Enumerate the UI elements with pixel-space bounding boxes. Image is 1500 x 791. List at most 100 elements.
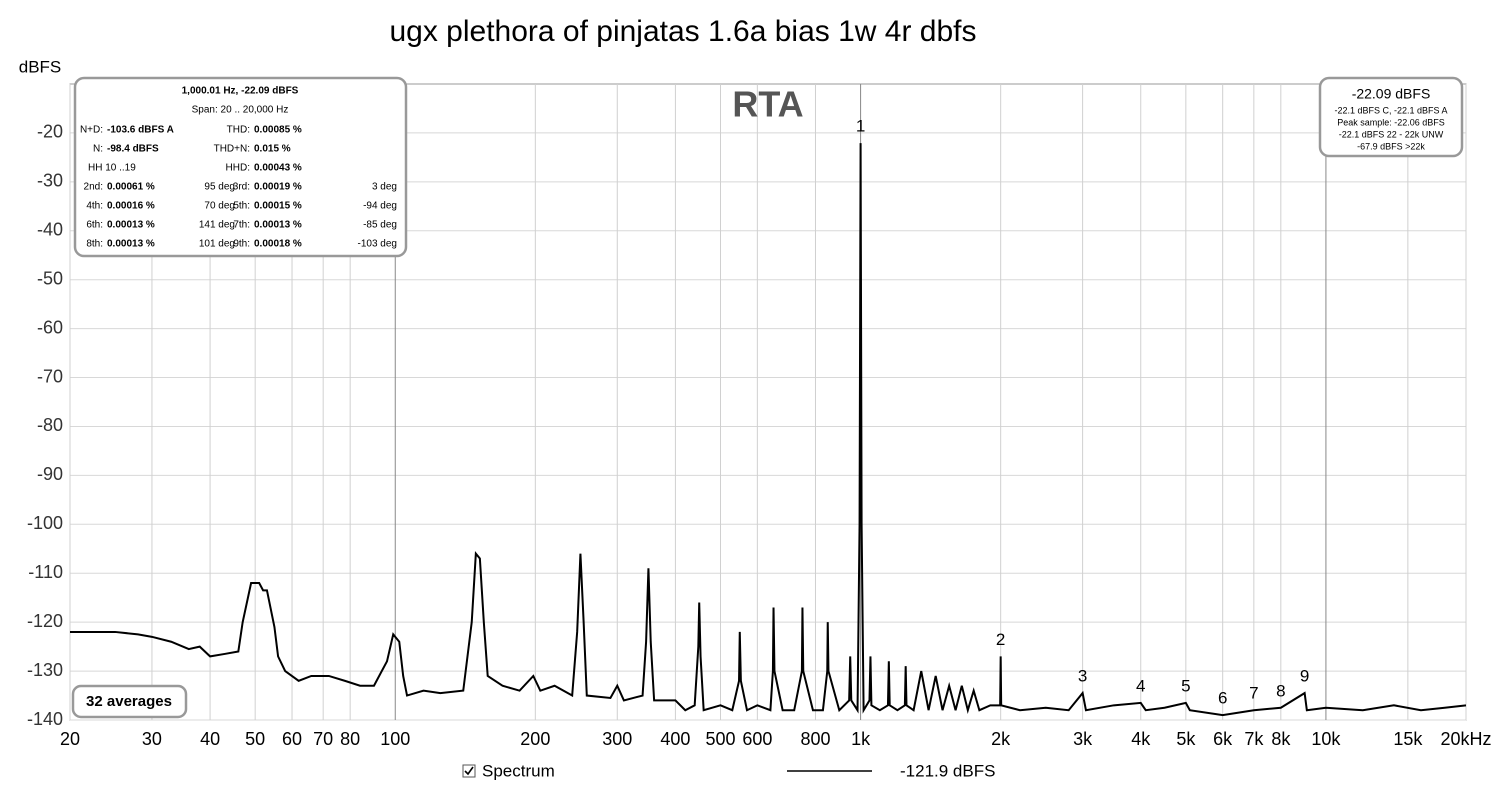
x-tick-label: 50 [245, 729, 265, 749]
info-header: Span: 20 .. 20,000 Hz [192, 105, 289, 116]
x-tick-label: 40 [200, 729, 220, 749]
info-cell: 0.00013 % [254, 220, 302, 231]
x-tick-label: 200 [520, 729, 550, 749]
level-line: -67.9 dBFS >22k [1357, 141, 1425, 151]
x-tick-label: 2k [991, 729, 1011, 749]
info-cell: 5th: [233, 201, 250, 212]
info-cell: 0.00061 % [107, 182, 155, 193]
info-cell: 0.00013 % [107, 220, 155, 231]
harmonic-label: 6 [1218, 689, 1227, 708]
averages: 32 averages [86, 693, 172, 710]
y-tick-label: -40 [37, 220, 63, 240]
x-tick-label: 5k [1176, 729, 1196, 749]
x-tick-label: 500 [705, 729, 735, 749]
x-tick-label: 600 [742, 729, 772, 749]
y-tick-label: -80 [37, 415, 63, 435]
harmonic-label: 4 [1136, 676, 1145, 695]
x-tick-label: 15k [1393, 729, 1423, 749]
info-cell: 70 deg [204, 201, 235, 212]
harmonic-label: 9 [1300, 667, 1309, 686]
info-cell: 0.00016 % [107, 201, 155, 212]
info-cell: -94 deg [363, 201, 397, 212]
info-header: 1,000.01 Hz, -22.09 dBFS [182, 86, 299, 97]
x-tick-label: 10k [1311, 729, 1341, 749]
x-tick-label: 8k [1271, 729, 1291, 749]
y-tick-label: -120 [27, 611, 63, 631]
x-tick-label: 70 [313, 729, 333, 749]
info-cell: 0.015 % [254, 144, 291, 155]
checkmark [464, 766, 474, 776]
info-cell: 6th: [86, 220, 103, 231]
info-cell: 3rd: [233, 182, 250, 193]
y-tick-label: -60 [37, 317, 63, 337]
checkbox[interactable] [462, 764, 476, 778]
x-tick-label: 6k [1213, 729, 1233, 749]
x-tick-label: 7k [1244, 729, 1264, 749]
info-cell: 0.00019 % [254, 182, 302, 193]
info-cell: 0.00013 % [107, 239, 155, 250]
x-tick-label: 300 [602, 729, 632, 749]
y-tick-label: -130 [27, 660, 63, 680]
legend-label: Spectrum [482, 761, 555, 780]
x-tick-label: 3k [1073, 729, 1093, 749]
info-cell: 0.00043 % [254, 163, 302, 174]
harmonic-label: 8 [1276, 681, 1285, 700]
info-cell: THD: [227, 125, 250, 136]
info-cell: THD+N: [214, 144, 250, 155]
x-tick-label: 800 [800, 729, 830, 749]
harmonic-label: 5 [1181, 676, 1190, 695]
info-cell: 4th: [86, 201, 103, 212]
harmonic-label: 2 [996, 630, 1005, 649]
y-tick-label: -90 [37, 464, 63, 484]
x-tick-label: 4k [1131, 729, 1151, 749]
y-axis-label: dBFS [19, 57, 62, 76]
x-tick-label: 80 [340, 729, 360, 749]
info-cell: N+D: [80, 125, 103, 136]
harmonic-label: 7 [1249, 684, 1258, 703]
harmonic-label: 1 [856, 117, 865, 136]
level-line: -22.1 dBFS 22 - 22k UNW [1339, 129, 1444, 139]
info-cell: N: [93, 144, 103, 155]
y-tick-label: -30 [37, 171, 63, 191]
x-tick-label: 20 [60, 729, 80, 749]
level-line: Peak sample: -22.06 dBFS [1337, 117, 1445, 127]
x-tick-label: 60 [282, 729, 302, 749]
info-box [73, 76, 408, 258]
x-tick-label: 1k [851, 729, 871, 749]
spectrum-line [70, 143, 1466, 717]
info-cell: 8th: [86, 239, 103, 250]
annotation: RTA [732, 84, 803, 125]
info-cell: 101 deg [199, 239, 235, 250]
harmonic-label: 3 [1078, 667, 1087, 686]
level-box [1318, 76, 1464, 158]
x-tick-label: 100 [380, 729, 410, 749]
info-cell: 2nd: [84, 182, 103, 193]
info-cell: 141 deg [199, 220, 235, 231]
info-cell: 3 deg [372, 182, 397, 193]
info-cell: 0.00085 % [254, 125, 302, 136]
y-tick-label: -20 [37, 122, 63, 142]
info-cell: -98.4 dBFS [107, 144, 159, 155]
y-tick-label: -100 [27, 513, 63, 533]
chart-title: ugx plethora of pinjatas 1.6a bias 1w 4r… [389, 15, 976, 48]
info-cell: HHD: [226, 163, 250, 174]
info-cell: -103 deg [358, 239, 397, 250]
y-tick-label: -70 [37, 366, 63, 386]
y-tick-label: -140 [27, 709, 63, 729]
info-cell: -85 deg [363, 220, 397, 231]
info-cell: 9th: [233, 239, 250, 250]
legend-value: -121.9 dBFS [900, 761, 995, 780]
x-tick-label: 400 [660, 729, 690, 749]
level-main: -22.09 dBFS [1352, 86, 1431, 102]
x-tick-label: 30 [142, 729, 162, 749]
info-cell: 0.00015 % [254, 201, 302, 212]
info-cell: 0.00018 % [254, 239, 302, 250]
info-cell: HH 10 ..19 [88, 163, 136, 174]
info-cell: -103.6 dBFS A [107, 125, 174, 136]
info-cell: 95 deg [204, 182, 235, 193]
level-line: -22.1 dBFS C, -22.1 dBFS A [1334, 105, 1447, 115]
y-tick-label: -50 [37, 268, 63, 288]
y-tick-label: -110 [28, 562, 63, 582]
averages-box [71, 684, 188, 719]
